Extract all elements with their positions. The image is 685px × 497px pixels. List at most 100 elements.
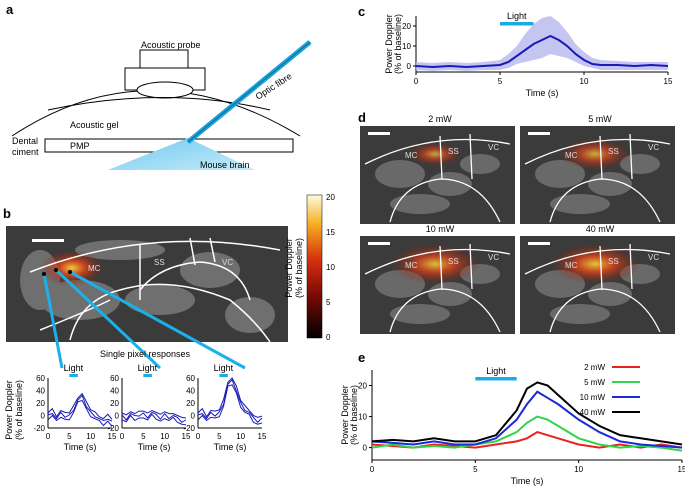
cortex-outline: [364, 248, 511, 275]
y-tick-label: 20: [358, 382, 367, 391]
activation-hotspot: [559, 138, 631, 170]
mini-y-tick-label: 60: [36, 374, 45, 383]
region-mc: MC: [405, 261, 418, 270]
tissue-texture: [620, 154, 660, 174]
power-label: 10 mW: [426, 224, 455, 234]
pixel-connectors: [42, 268, 246, 370]
panel-b-label: b: [3, 206, 11, 221]
y-axis-label-units: (% of baseline): [349, 385, 359, 445]
region-mc: MC: [405, 151, 418, 160]
scale-bar: [368, 132, 390, 135]
probe-top: [139, 49, 189, 69]
y-tick-label: 0: [363, 444, 368, 453]
chart-c: 0 5 10 15 20 10 0 Time (s) Power Doppler (% of ba…: [384, 11, 673, 98]
y-tick-label: 10: [358, 413, 367, 422]
mini-x-tick-label: 5: [141, 432, 146, 441]
power-image: 10 mW MC SS VC: [360, 224, 515, 334]
cbar-label2: (% of baseline): [294, 238, 304, 298]
mini-y-tick-label: -20: [107, 424, 119, 433]
region-ss: SS: [448, 257, 459, 266]
panel-a: a Acoustic probe Optic fibre Acoustic ge…: [6, 2, 312, 170]
region-ss: SS: [608, 257, 619, 266]
x-tick-label: 5: [498, 77, 503, 86]
region-boundary: [439, 245, 443, 290]
activation-hotspot: [550, 244, 640, 284]
tissue-texture: [375, 160, 425, 188]
activation-hotspot: [390, 244, 480, 284]
series-line: [371, 415, 683, 452]
power-image: 5 mW MC SS VC: [520, 114, 675, 224]
mini-y-tick-label: 0: [115, 412, 120, 421]
pixel-trace: [197, 384, 263, 425]
confidence-band: [416, 16, 668, 71]
mini-y-tick-label: 20: [36, 399, 45, 408]
series-line: [371, 390, 683, 449]
colorbar: [306, 194, 323, 339]
mini-x-label: Time (s): [214, 442, 247, 452]
activation-hotspot: [40, 250, 104, 286]
x-tick-label: 15: [664, 77, 673, 86]
light-bar: [500, 22, 534, 26]
tissue-texture: [390, 194, 450, 214]
activation-hotspot: [408, 142, 462, 166]
pixel-trace: [121, 413, 187, 426]
mini-x-tick-label: 10: [86, 432, 95, 441]
mini-ylabel2: (% of baseline): [14, 380, 24, 440]
light-label: Light: [486, 366, 506, 376]
region-ss: SS: [608, 147, 619, 156]
scale-bar: [368, 242, 390, 245]
mini-x-tick-label: 0: [196, 432, 201, 441]
region-vc: VC: [488, 143, 499, 152]
tissue-texture: [428, 282, 472, 306]
brain-label: Mouse brain: [200, 160, 250, 170]
scale-bar: [528, 242, 550, 245]
region-boundary: [469, 243, 473, 290]
region-ss: SS: [448, 147, 459, 156]
cbar-tick: 0: [326, 333, 331, 342]
legend-label: 40 mW: [580, 408, 606, 417]
tissue-texture: [390, 304, 450, 324]
mini-x-tick-label: 15: [182, 432, 191, 441]
mini-y-tick-label: 0: [41, 412, 46, 421]
mini-x-tick-label: 5: [217, 432, 222, 441]
mean-line: [415, 34, 669, 69]
x-axis-label: Time (s): [511, 476, 544, 486]
x-tick-label: 15: [678, 465, 685, 474]
x-tick-label: 5: [473, 465, 478, 474]
region-vc-b: VC: [222, 258, 233, 267]
mini-light-label: Light: [138, 363, 158, 373]
region-boundary: [599, 245, 603, 290]
pmp-label: PMP: [70, 141, 90, 151]
mini-x-tick-label: 0: [120, 432, 125, 441]
mini-y-tick-label: -20: [183, 424, 195, 433]
region-boundary: [629, 243, 633, 290]
y-axis-label: Power Doppler: [340, 385, 350, 445]
tissue-texture: [550, 304, 610, 324]
pixel-trace: [197, 377, 263, 418]
light-label: Light: [507, 11, 527, 21]
mini-x-tick-label: 5: [67, 432, 72, 441]
panel-d-images: 2 mW MC SS VC 5 mW MC SS VC 10 mW MC SS VC 40 mW MC SS…: [360, 114, 675, 334]
region-mc: MC: [565, 151, 578, 160]
panel-e-label: e: [358, 350, 365, 365]
region-vc: VC: [648, 143, 659, 152]
mini-light-label: Light: [64, 363, 84, 373]
panel-e: e 0 5 10 15 20 10 0 Time (s) Power Doppler (% of …: [340, 350, 685, 486]
pixel-trace: [121, 409, 187, 419]
mini-light-bar: [219, 374, 228, 377]
panel-b: b MC SS VC Single pixel responses: [3, 193, 335, 452]
legend-label: 5 mW: [584, 378, 605, 387]
region-mc: MC: [565, 261, 578, 270]
power-label: 40 mW: [586, 224, 615, 234]
scale-bar: [528, 132, 550, 135]
region-boundary: [469, 133, 473, 180]
cortex-outline: [29, 240, 281, 273]
pixel-trace: [121, 411, 187, 424]
region-boundary: [629, 133, 633, 180]
series-line: [371, 430, 683, 449]
tissue-texture: [588, 282, 632, 306]
